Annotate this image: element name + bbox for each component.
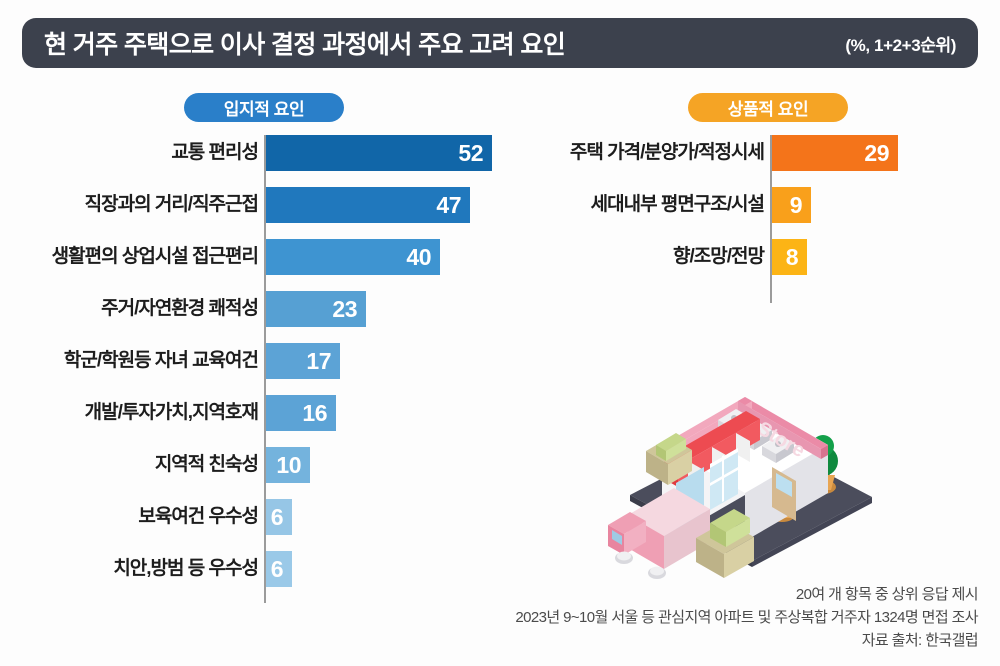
legend-badge-product: 상품적 요인 [688, 93, 848, 122]
footnote-line: 자료 출처: 한국갤럽 [861, 632, 979, 649]
bar-value-label: 29 [864, 139, 889, 166]
chart-row: 생활편의 상업시설 접근편리 40 [0, 239, 520, 275]
cardboard-box-left [646, 433, 692, 485]
bar: 6 [266, 499, 292, 535]
footnotes: 20여 개 항목 중 상위 응답 제시 2023년 9~10월 서울 등 관심지… [515, 583, 978, 652]
bar-category-label: 향/조망/전망 [673, 246, 765, 267]
legend-badge-locational: 입지적 요인 [184, 93, 344, 122]
bar-value-label: 17 [306, 347, 331, 374]
bar-value-label: 40 [406, 243, 431, 270]
cardboard-box-front [696, 509, 754, 578]
bar: 17 [266, 343, 340, 379]
bar-category-label: 주거/자연환경 쾌적성 [101, 298, 259, 319]
bar-category-label: 세대내부 평면구조/시설 [590, 194, 765, 215]
chart-row: 세대내부 평면구조/시설 9 [505, 187, 1000, 223]
bar: 10 [266, 447, 310, 483]
bar-category-label: 교통 편리성 [171, 142, 259, 163]
chart-row: 학군/학원등 자녀 교육여건 17 [0, 343, 520, 379]
isometric-store-illustration: Store [600, 325, 900, 580]
bar-category-label: 보육여건 우수성 [138, 506, 259, 527]
footnote-line: 2023년 9~10월 서울 등 관심지역 아파트 및 주상복합 거주자 132… [515, 609, 978, 626]
bar: 23 [266, 291, 366, 327]
footnote-line: 20여 개 항목 중 상위 응답 제시 [795, 586, 979, 603]
bar-category-label: 직장과의 거리/직주근접 [84, 194, 259, 215]
chart-row: 보육여건 우수성 6 [0, 499, 520, 535]
bar-value-label: 8 [785, 243, 799, 270]
unit-note: (%, 1+2+3순위) [845, 35, 956, 55]
legend-badge-product-label: 상품적 요인 [727, 100, 809, 119]
bar: 9 [772, 187, 811, 223]
bar: 47 [266, 187, 470, 223]
title-bar: 현 거주 주택으로 이사 결정 과정에서 주요 고려 요인 (%, 1+2+3순… [22, 18, 978, 68]
bar-value-label: 6 [270, 555, 284, 582]
bar: 6 [266, 551, 292, 587]
bar-value-label: 16 [302, 399, 327, 426]
bar: 29 [772, 135, 898, 171]
chart-row: 지역적 친숙성 10 [0, 447, 520, 483]
bar-value-label: 10 [276, 451, 301, 478]
bar-category-label: 생활편의 상업시설 접근편리 [51, 246, 259, 267]
bar-category-label: 개발/투자가치,지역호재 [84, 402, 259, 423]
bar-category-label: 학군/학원등 자녀 교육여건 [63, 350, 259, 371]
bar-value-label: 47 [436, 191, 461, 218]
chart-axis-line [264, 135, 266, 603]
chart-row: 주택 가격/분양가/적정시세 29 [505, 135, 1000, 171]
chart-row: 주거/자연환경 쾌적성 23 [0, 291, 520, 327]
bar: 52 [266, 135, 492, 171]
bar-value-label: 23 [332, 295, 357, 322]
chart-axis-line [770, 135, 772, 303]
chart-row: 개발/투자가치,지역호재 16 [0, 395, 520, 431]
bar: 8 [772, 239, 807, 275]
bar: 16 [266, 395, 336, 431]
legend-badge-locational-label: 입지적 요인 [223, 100, 305, 119]
bar: 40 [266, 239, 440, 275]
bar-category-label: 치안,방범 등 우수성 [113, 558, 259, 579]
bar-category-label: 지역적 친숙성 [154, 454, 259, 475]
chart-row: 교통 편리성 52 [0, 135, 520, 171]
chart-row: 치안,방범 등 우수성 6 [0, 551, 520, 587]
delivery-truck [608, 488, 710, 579]
chart-row: 직장과의 거리/직주근접 47 [0, 187, 520, 223]
chart-row: 향/조망/전망 8 [505, 239, 1000, 275]
bar-category-label: 주택 가격/분양가/적정시세 [569, 142, 765, 163]
page-title: 현 거주 주택으로 이사 결정 과정에서 주요 고려 요인 [44, 31, 566, 59]
bar-value-label: 9 [789, 191, 803, 218]
bar-value-label: 52 [458, 139, 483, 166]
bar-value-label: 6 [270, 503, 284, 530]
